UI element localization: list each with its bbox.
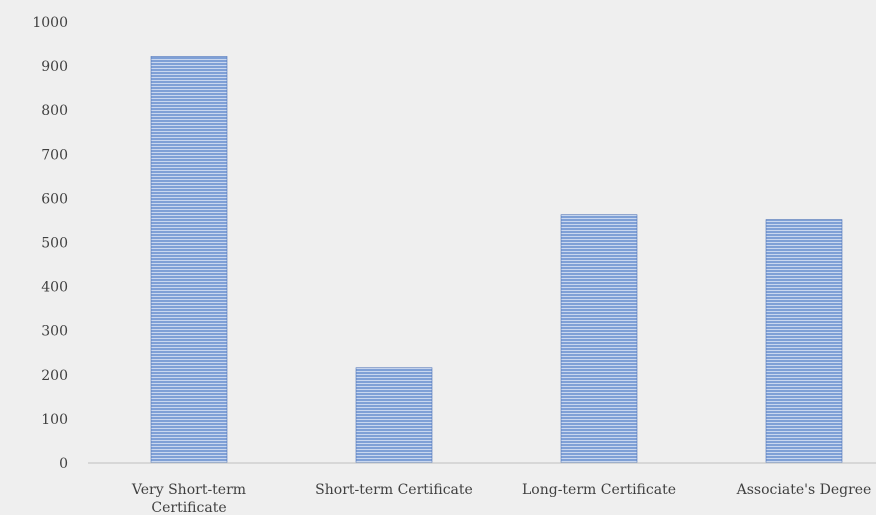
bar xyxy=(560,214,638,464)
x-tick-label: Long-term Certificate xyxy=(522,482,676,498)
y-tick-label: 300 xyxy=(41,324,68,340)
y-tick-label: 400 xyxy=(41,280,68,296)
bar xyxy=(355,367,433,464)
bar xyxy=(150,56,228,464)
y-tick-label: 800 xyxy=(41,103,68,119)
y-tick-label: 500 xyxy=(41,236,68,252)
y-tick-label: 900 xyxy=(41,59,68,75)
y-tick-label: 600 xyxy=(41,191,68,207)
y-tick-label: 100 xyxy=(41,412,68,428)
y-tick-label: 1000 xyxy=(32,15,68,31)
y-tick-label: 700 xyxy=(41,147,68,163)
y-tick-label: 0 xyxy=(59,456,68,472)
bars xyxy=(150,56,843,464)
x-tick-label: Very Short-term Certificate xyxy=(131,482,246,515)
x-axis: Very Short-term Certificate Short-term Cer… xyxy=(131,482,871,515)
y-tick-label: 200 xyxy=(41,368,68,384)
x-tick-label: Associate's Degree xyxy=(736,482,872,498)
bar xyxy=(765,219,843,464)
x-tick-label: Short-term Certificate xyxy=(315,482,473,498)
y-axis: 0 100 200 300 400 500 600 700 800 900 1000 xyxy=(32,15,68,472)
